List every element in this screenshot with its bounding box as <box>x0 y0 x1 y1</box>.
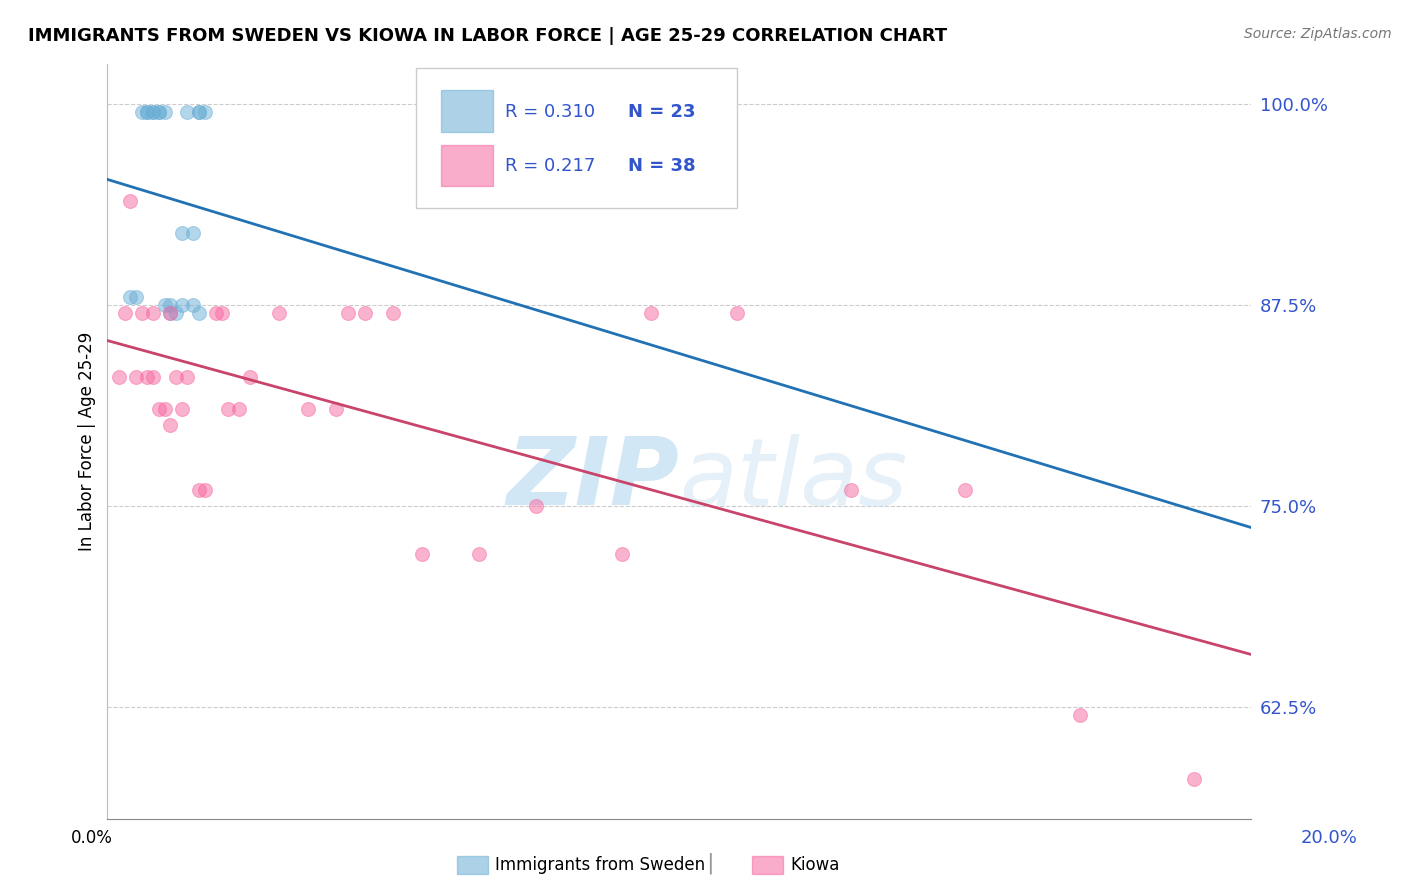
Point <box>170 226 193 240</box>
Point <box>108 370 131 384</box>
Y-axis label: In Labor Force | Age 25-29: In Labor Force | Age 25-29 <box>79 332 96 551</box>
Point <box>239 370 262 384</box>
Point <box>181 298 204 312</box>
Point <box>217 402 239 417</box>
Point <box>142 105 165 120</box>
FancyBboxPatch shape <box>416 68 737 208</box>
Point <box>382 306 405 320</box>
Point <box>205 306 228 320</box>
Point <box>159 306 181 320</box>
Point <box>159 418 181 433</box>
Point <box>524 499 547 513</box>
Point <box>125 370 148 384</box>
Point <box>148 105 170 120</box>
Text: ZIP: ZIP <box>506 434 679 525</box>
Point <box>640 306 662 320</box>
Point <box>142 306 165 320</box>
Text: atlas: atlas <box>679 434 908 524</box>
Point <box>194 483 217 497</box>
Point <box>165 306 187 320</box>
Point <box>125 290 148 304</box>
Point <box>211 306 233 320</box>
Point <box>165 370 187 384</box>
Text: Immigrants from Sweden: Immigrants from Sweden <box>495 856 704 874</box>
Point <box>187 483 209 497</box>
Text: IMMIGRANTS FROM SWEDEN VS KIOWA IN LABOR FORCE | AGE 25-29 CORRELATION CHART: IMMIGRANTS FROM SWEDEN VS KIOWA IN LABOR… <box>28 27 948 45</box>
Point <box>148 402 170 417</box>
Point <box>187 105 209 120</box>
Point <box>136 105 159 120</box>
Point <box>336 306 359 320</box>
Text: 20.0%: 20.0% <box>1301 829 1357 847</box>
Point <box>267 306 290 320</box>
Text: Source: ZipAtlas.com: Source: ZipAtlas.com <box>1244 27 1392 41</box>
Point <box>142 105 165 120</box>
Point <box>839 483 862 497</box>
Point <box>153 402 176 417</box>
Point <box>612 547 634 561</box>
Point <box>228 402 250 417</box>
Point <box>136 105 159 120</box>
Point <box>159 298 181 312</box>
Point <box>187 306 209 320</box>
Point <box>170 402 193 417</box>
Text: N = 23: N = 23 <box>628 103 696 120</box>
Text: 0.0%: 0.0% <box>70 829 112 847</box>
Point <box>725 306 748 320</box>
Point <box>1182 772 1205 786</box>
Point <box>325 402 347 417</box>
Point <box>176 105 198 120</box>
Point <box>153 298 176 312</box>
FancyBboxPatch shape <box>441 145 494 186</box>
Text: R = 0.217: R = 0.217 <box>506 157 596 175</box>
Text: N = 38: N = 38 <box>628 157 696 175</box>
Point <box>353 306 375 320</box>
FancyBboxPatch shape <box>441 90 494 132</box>
Point <box>142 370 165 384</box>
Point <box>176 370 198 384</box>
Point <box>194 105 217 120</box>
Point <box>1069 707 1091 722</box>
Text: |: | <box>706 853 714 874</box>
Point <box>411 547 433 561</box>
Point <box>297 402 319 417</box>
Point <box>181 226 204 240</box>
Point <box>955 483 977 497</box>
Text: Kiowa: Kiowa <box>790 856 839 874</box>
Point <box>187 105 209 120</box>
Point <box>148 105 170 120</box>
Point <box>153 105 176 120</box>
Point <box>468 547 491 561</box>
Point <box>120 290 142 304</box>
Text: R = 0.310: R = 0.310 <box>506 103 596 120</box>
Point <box>120 194 142 208</box>
Point <box>131 105 153 120</box>
Point <box>131 306 153 320</box>
Point <box>114 306 136 320</box>
Point <box>136 370 159 384</box>
Point <box>159 306 181 320</box>
Point <box>170 298 193 312</box>
